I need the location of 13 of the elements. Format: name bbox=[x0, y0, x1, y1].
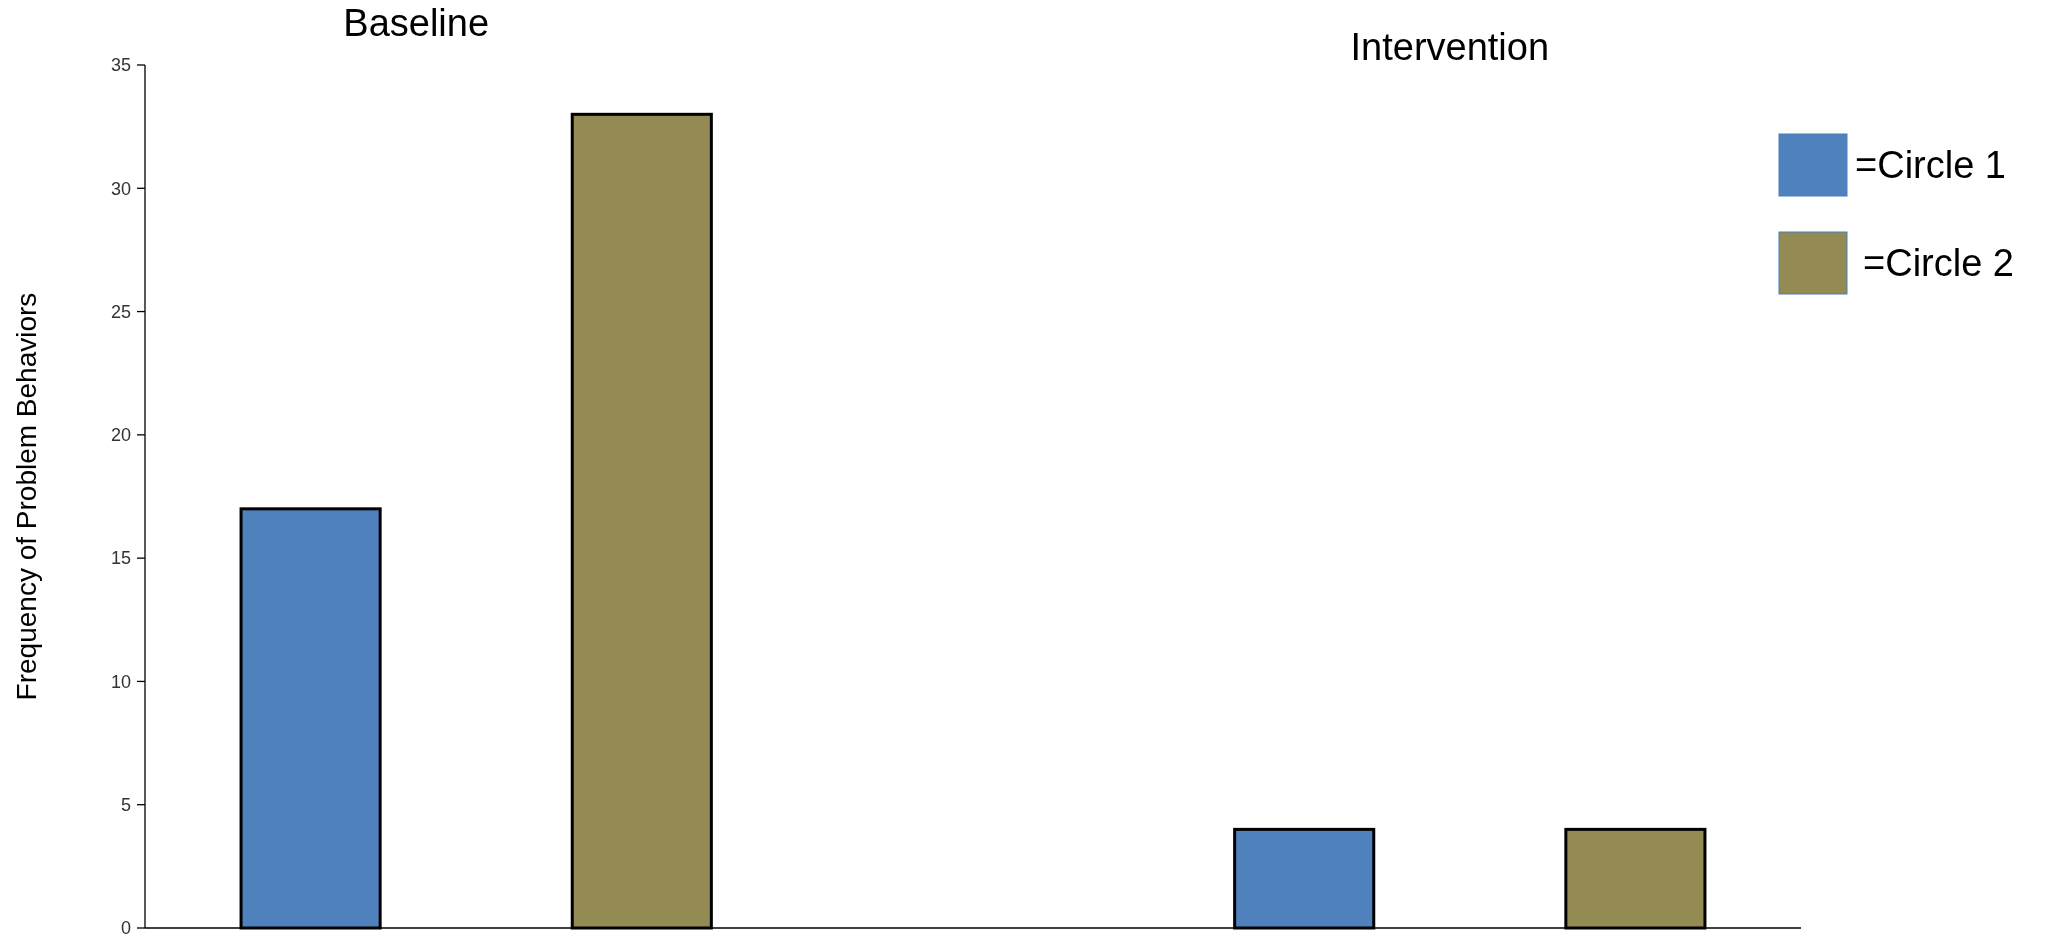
text: Baseline bbox=[343, 2, 490, 44]
y-tick-label: 30 bbox=[110, 178, 131, 199]
y-tick-label: 25 bbox=[110, 301, 131, 322]
annotation: Intervention bbox=[1350, 26, 1550, 68]
y-tick-label: 5 bbox=[120, 795, 131, 816]
legend-label: =Circle 1 bbox=[1855, 144, 2006, 187]
y-tick-label: 20 bbox=[110, 425, 131, 446]
y-axis-title: Frequency of Problem Behaviors bbox=[11, 292, 42, 701]
y-tick-label: 15 bbox=[110, 548, 131, 569]
legend-label: =Circle 2 bbox=[1863, 242, 2014, 285]
y-tick-label: 35 bbox=[110, 55, 131, 76]
y-tick-label: 10 bbox=[110, 671, 131, 692]
y-tick-label: 0 bbox=[120, 918, 131, 937]
